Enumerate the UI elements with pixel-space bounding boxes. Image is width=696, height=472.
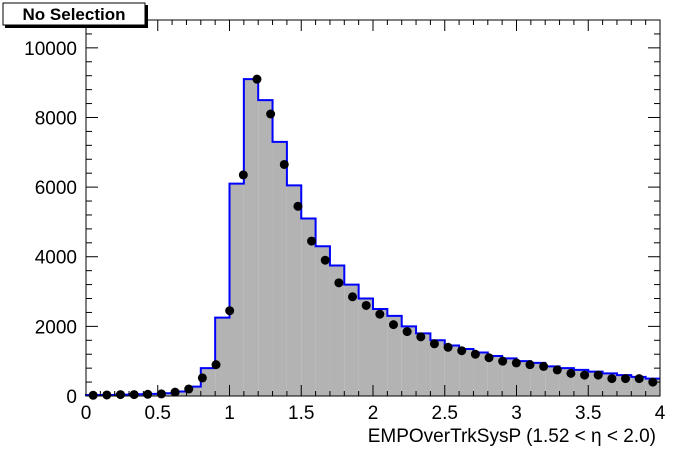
data-point	[115, 390, 125, 400]
histogram-bar	[416, 333, 431, 396]
data-point	[238, 170, 248, 180]
y-tick-label: 6000	[35, 178, 77, 199]
y-tick-label: 2000	[35, 317, 77, 338]
data-point	[402, 327, 412, 337]
y-tick-label: 0	[66, 387, 77, 408]
data-point	[429, 339, 439, 349]
data-point	[225, 306, 235, 316]
x-tick-label: 2.5	[432, 403, 458, 424]
data-point	[307, 236, 317, 246]
histogram-bar	[315, 246, 330, 396]
histogram-bar	[387, 315, 402, 396]
histogram-bar	[329, 265, 345, 396]
x-axis-title: EMPOverTrkSysP (1.52 < η < 2.0)	[368, 426, 656, 447]
data-point	[648, 377, 658, 387]
data-point	[375, 309, 385, 319]
stat-box: No Selection	[2, 2, 148, 28]
axis-tick-labels: 0 0.5 1 1.5 2 2.5 3 3.5 4 0 2000 4000 6000 8000 10000	[24, 39, 666, 424]
histogram-bar	[358, 298, 373, 396]
data-point	[143, 389, 153, 399]
stat-box-frame	[2, 2, 146, 26]
histogram-bar	[258, 100, 273, 397]
x-tick-label: 0	[81, 403, 92, 424]
data-point	[197, 373, 207, 383]
data-point	[129, 390, 139, 400]
y-tick-label: 8000	[35, 108, 77, 129]
histogram-bar	[186, 386, 201, 396]
data-point	[416, 332, 426, 342]
histogram-bars	[85, 78, 660, 397]
data-point	[348, 292, 358, 302]
data-point	[170, 387, 180, 397]
data-point	[252, 74, 262, 84]
data-point	[498, 356, 508, 366]
data-point	[593, 370, 603, 380]
data-point	[156, 389, 166, 399]
histogram-bar	[502, 358, 517, 396]
histogram-bar	[401, 326, 417, 396]
histogram-bar	[286, 185, 302, 396]
x-tick-label: 3.5	[575, 403, 601, 424]
histogram-bar	[229, 183, 244, 396]
data-point	[511, 358, 521, 368]
data-point	[525, 360, 535, 370]
data-point	[580, 370, 590, 380]
histogram-bar	[430, 340, 445, 396]
data-point	[388, 320, 398, 330]
data-point	[184, 384, 194, 394]
histogram-bar	[444, 345, 460, 396]
histogram-bar	[473, 352, 488, 396]
data-point	[634, 374, 644, 384]
data-points	[88, 74, 658, 400]
data-point	[443, 342, 453, 352]
histogram-bar	[243, 79, 259, 397]
data-point	[470, 349, 480, 359]
x-tick-label: 4	[655, 403, 666, 424]
data-point	[621, 374, 631, 384]
x-tick-label: 2	[368, 403, 379, 424]
data-point	[334, 278, 344, 288]
y-tick-label: 10000	[24, 39, 77, 60]
histogram-bar	[272, 141, 287, 396]
data-point	[539, 361, 549, 371]
data-point	[457, 346, 467, 356]
data-point	[484, 353, 494, 363]
data-point	[552, 365, 562, 375]
data-point	[566, 368, 576, 378]
data-point	[266, 109, 276, 119]
x-tick-label: 0.5	[145, 403, 171, 424]
x-tick-label: 1.5	[288, 403, 314, 424]
histogram-bar	[530, 362, 546, 396]
data-point	[211, 360, 221, 370]
histogram-bar	[516, 361, 531, 396]
data-point	[293, 201, 303, 211]
data-point	[279, 159, 289, 169]
data-point	[102, 390, 112, 400]
data-point	[88, 390, 98, 400]
x-tick-label: 3	[511, 403, 522, 424]
histogram-bar	[215, 317, 230, 396]
histogram-bar	[344, 284, 359, 396]
stat-box-label: No Selection	[23, 5, 126, 24]
data-point	[320, 255, 330, 265]
axis-ticks	[85, 19, 661, 397]
data-point	[607, 374, 617, 384]
data-point	[361, 300, 371, 310]
x-tick-label: 1	[224, 403, 235, 424]
histogram-bar	[301, 218, 316, 396]
y-tick-label: 4000	[35, 248, 77, 269]
histogram-bar	[373, 308, 388, 396]
histogram-bar	[459, 349, 474, 396]
histogram-bar	[487, 355, 503, 396]
